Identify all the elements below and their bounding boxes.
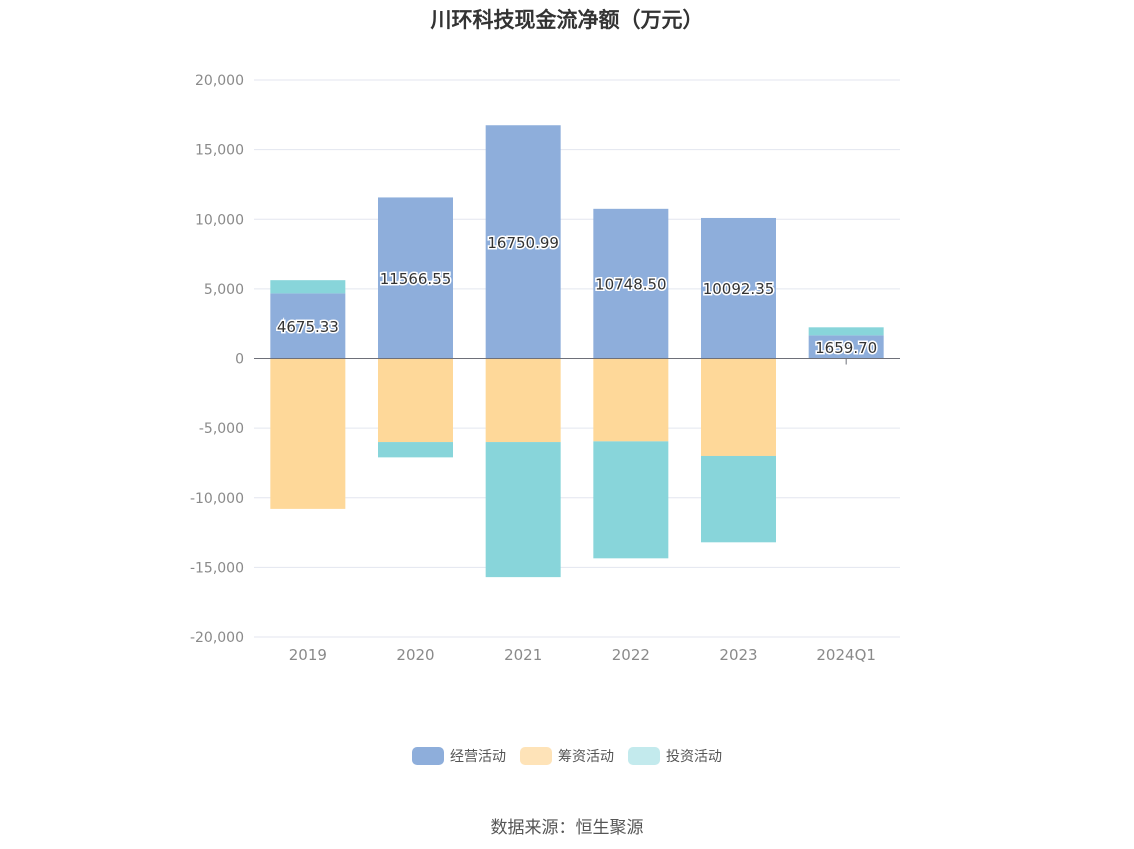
x-tick-label: 2019 xyxy=(289,646,327,664)
legend-swatch-financing xyxy=(520,747,552,765)
data-label: 1659.70 xyxy=(815,339,877,357)
x-tick-label: 2021 xyxy=(504,646,542,664)
bar-operating xyxy=(485,125,561,359)
legend-label-financing: 筹资活动 xyxy=(558,749,614,765)
bar-investing xyxy=(808,327,884,336)
y-tick-label: 5,000 xyxy=(204,282,244,298)
y-tick-label: 10,000 xyxy=(195,212,244,228)
legend-item-operating[interactable]: 经营活动 xyxy=(412,746,506,766)
chart-title: 川环科技现金流净额（万元） xyxy=(430,8,704,32)
bar-financing xyxy=(485,358,561,443)
legend-swatch-investing xyxy=(628,747,660,765)
x-tick-label: 2022 xyxy=(612,646,650,664)
data-label: 11566.55 xyxy=(380,270,452,288)
bar-financing xyxy=(270,358,346,509)
bar-operating xyxy=(701,217,776,359)
legend-item-financing[interactable]: 筹资活动 xyxy=(520,746,614,766)
data-label: 4675.33 xyxy=(277,318,339,336)
bar-operating xyxy=(378,197,453,359)
x-tick-label: 2024Q1 xyxy=(816,646,876,664)
bar-financing xyxy=(593,358,669,442)
bar-operating xyxy=(593,208,669,359)
y-tick-label: -20,000 xyxy=(190,630,244,646)
y-tick-label: 0 xyxy=(235,352,244,368)
bar-operating xyxy=(808,335,884,359)
y-tick-label: -5,000 xyxy=(199,421,244,437)
data-label: 10092.35 xyxy=(703,280,775,298)
y-tick-label: -15,000 xyxy=(190,560,244,576)
bar-investing xyxy=(378,442,453,458)
bar-investing xyxy=(701,455,776,543)
data-source: 数据来源：恒生聚源 xyxy=(490,818,644,838)
bar-financing xyxy=(378,358,453,443)
bar-operating xyxy=(270,293,346,359)
y-tick-label: 15,000 xyxy=(195,143,244,159)
legend-label-investing: 投资活动 xyxy=(666,749,722,765)
legend-label-operating: 经营活动 xyxy=(450,749,506,765)
bar-investing xyxy=(270,280,346,294)
bar-investing xyxy=(485,442,561,578)
data-label: 10748.50 xyxy=(595,276,667,294)
legend: 经营活动 筹资活动 投资活动 xyxy=(0,746,1134,766)
bar-financing xyxy=(701,358,776,456)
y-tick-label: 20,000 xyxy=(195,73,244,89)
bar-investing xyxy=(593,441,669,559)
legend-item-investing[interactable]: 投资活动 xyxy=(628,746,722,766)
legend-swatch-operating xyxy=(412,747,444,765)
y-tick-label: -10,000 xyxy=(190,491,244,507)
data-label: 16750.99 xyxy=(487,234,559,252)
x-tick-label: 2023 xyxy=(719,646,757,664)
x-tick-label: 2020 xyxy=(396,646,434,664)
